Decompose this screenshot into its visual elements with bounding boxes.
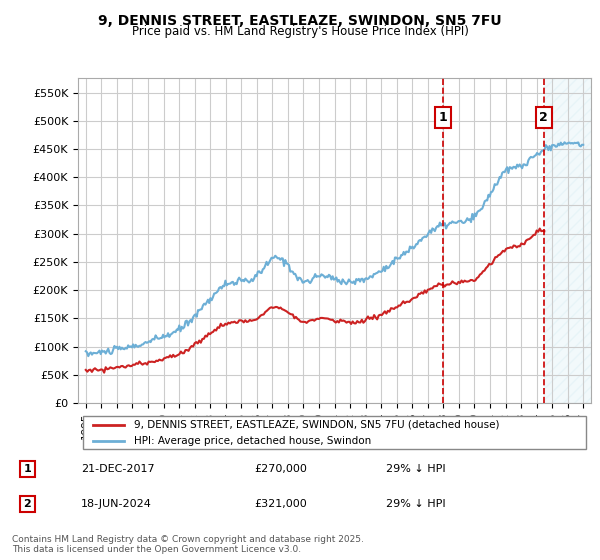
Text: 1: 1 [439, 111, 447, 124]
Text: 1: 1 [23, 464, 31, 474]
Text: Price paid vs. HM Land Registry's House Price Index (HPI): Price paid vs. HM Land Registry's House … [131, 25, 469, 38]
Text: 9, DENNIS STREET, EASTLEAZE, SWINDON, SN5 7FU (detached house): 9, DENNIS STREET, EASTLEAZE, SWINDON, SN… [134, 419, 500, 430]
Bar [544, 78, 591, 403]
Text: 29% ↓ HPI: 29% ↓ HPI [386, 464, 446, 474]
Text: 29% ↓ HPI: 29% ↓ HPI [386, 499, 446, 509]
Text: 18-JUN-2024: 18-JUN-2024 [81, 499, 152, 509]
FancyBboxPatch shape [83, 416, 586, 449]
Text: £321,000: £321,000 [254, 499, 307, 509]
Text: Contains HM Land Registry data © Crown copyright and database right 2025.
This d: Contains HM Land Registry data © Crown c… [12, 535, 364, 554]
Text: 21-DEC-2017: 21-DEC-2017 [81, 464, 155, 474]
Text: HPI: Average price, detached house, Swindon: HPI: Average price, detached house, Swin… [134, 436, 371, 446]
Text: 2: 2 [23, 499, 31, 509]
Text: 2: 2 [539, 111, 548, 124]
Text: 9, DENNIS STREET, EASTLEAZE, SWINDON, SN5 7FU: 9, DENNIS STREET, EASTLEAZE, SWINDON, SN… [98, 14, 502, 28]
Text: £270,000: £270,000 [254, 464, 307, 474]
